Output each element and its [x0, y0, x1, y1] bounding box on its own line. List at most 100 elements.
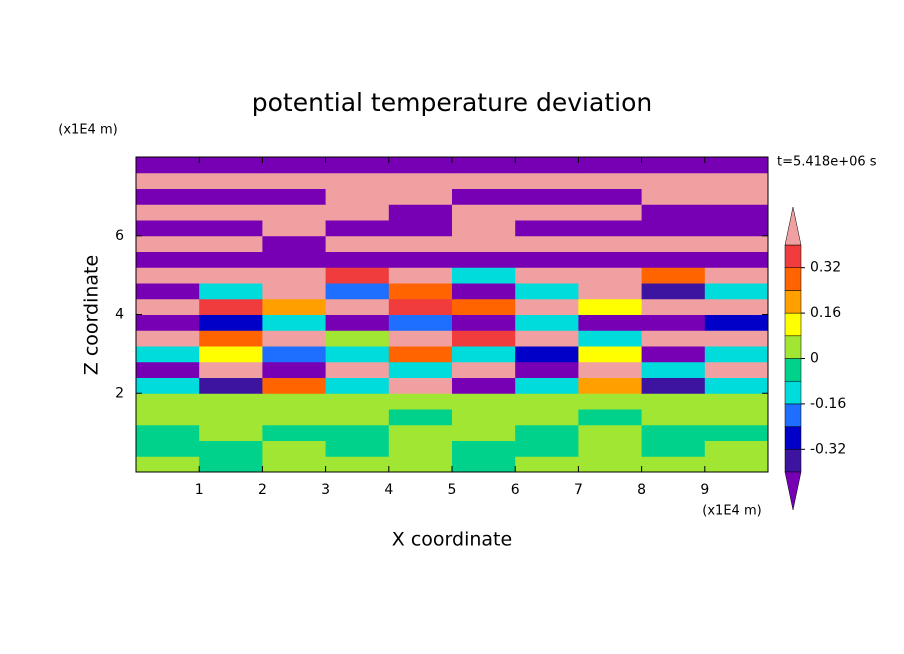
field-cell — [704, 283, 769, 300]
field-cell — [452, 314, 516, 331]
field-cell — [578, 456, 643, 473]
field-cell — [388, 393, 453, 410]
field-cell — [515, 377, 579, 394]
field-cell — [388, 172, 453, 189]
field-cell — [641, 346, 706, 363]
field-cell — [388, 157, 453, 174]
field-cell — [262, 267, 327, 284]
field-cell — [515, 188, 579, 205]
field-cell — [641, 314, 706, 331]
field-cell — [136, 220, 200, 237]
field-cell — [388, 283, 453, 300]
field-cell — [704, 377, 769, 394]
field-cell — [704, 346, 769, 363]
field-cell — [452, 157, 516, 174]
field-cell — [452, 440, 516, 457]
field-cell — [641, 172, 706, 189]
y-unit: (x1E4 m) — [58, 123, 117, 138]
field-cell — [199, 330, 263, 347]
field-cell — [388, 377, 453, 394]
field-cell — [262, 440, 327, 457]
field-cell — [641, 157, 706, 174]
field-cell — [262, 346, 327, 363]
field-cell — [452, 409, 516, 426]
field-cell — [136, 361, 200, 378]
field-cell — [452, 298, 516, 315]
field-cell — [515, 157, 579, 174]
field-cell — [641, 424, 706, 441]
field-cell — [136, 346, 200, 363]
field-cell — [578, 377, 643, 394]
colorbar-segment — [784, 358, 802, 382]
field-cell — [136, 424, 200, 441]
field-cell — [515, 314, 579, 331]
field-cell — [515, 409, 579, 426]
field-cell — [262, 314, 327, 331]
field-cell — [515, 361, 579, 378]
field-cell — [199, 346, 263, 363]
field-cell — [262, 235, 327, 252]
field-cell — [452, 361, 516, 378]
field-cell — [199, 283, 263, 300]
x-tick-label: 1 — [195, 482, 204, 498]
field-cell — [452, 220, 516, 237]
x-tick-label: 4 — [384, 482, 393, 498]
field-cell — [388, 440, 453, 457]
field-cell — [704, 235, 769, 252]
field-cell — [641, 251, 706, 268]
field-cell — [641, 298, 706, 315]
field-cell — [199, 251, 263, 268]
field-cell — [136, 393, 200, 410]
field-cell — [704, 157, 769, 174]
field-cell — [641, 409, 706, 426]
field-cell — [199, 267, 263, 284]
field-cell — [515, 235, 579, 252]
field-cell — [136, 330, 200, 347]
field-cell — [704, 393, 769, 410]
field-cell — [641, 204, 706, 221]
field-cell — [262, 188, 327, 205]
colorbar-extend-low — [784, 471, 802, 511]
field-cell — [199, 456, 263, 473]
field-cell — [262, 377, 327, 394]
field-cell — [452, 424, 516, 441]
field-cell — [578, 235, 643, 252]
field-cell — [578, 204, 643, 221]
colorbar-segment — [784, 380, 802, 405]
field-cell — [388, 330, 453, 347]
field-cell — [262, 172, 327, 189]
field-cell — [578, 440, 643, 457]
field-cell — [641, 440, 706, 457]
field-cell — [388, 204, 453, 221]
field-cell — [262, 157, 327, 174]
y-tick-label: 4 — [115, 307, 124, 323]
field-cell — [515, 456, 579, 473]
field-cell — [388, 361, 453, 378]
field-cell — [136, 377, 200, 394]
field-cell — [262, 251, 327, 268]
field-cell — [641, 220, 706, 237]
field-cell — [704, 440, 769, 457]
colorbar-tick-label: 0.16 — [810, 305, 841, 321]
field-cell — [515, 251, 579, 268]
field-cell — [388, 251, 453, 268]
colorbar-segment — [784, 426, 802, 450]
field-cell — [136, 172, 200, 189]
field-cell — [578, 267, 643, 284]
field-cell — [325, 204, 390, 221]
field-cell — [641, 235, 706, 252]
field-cell — [452, 377, 516, 394]
field-cell — [199, 314, 263, 331]
field-cell — [452, 456, 516, 473]
field-cell — [325, 314, 390, 331]
field-cell — [325, 361, 390, 378]
field-cell — [199, 424, 263, 441]
colorbar-segment — [784, 312, 802, 337]
field-cell — [704, 456, 769, 473]
field-cell — [704, 220, 769, 237]
field-cell — [262, 409, 327, 426]
field-cell — [452, 251, 516, 268]
field-cell — [515, 346, 579, 363]
x-tick-label: 7 — [574, 482, 583, 498]
